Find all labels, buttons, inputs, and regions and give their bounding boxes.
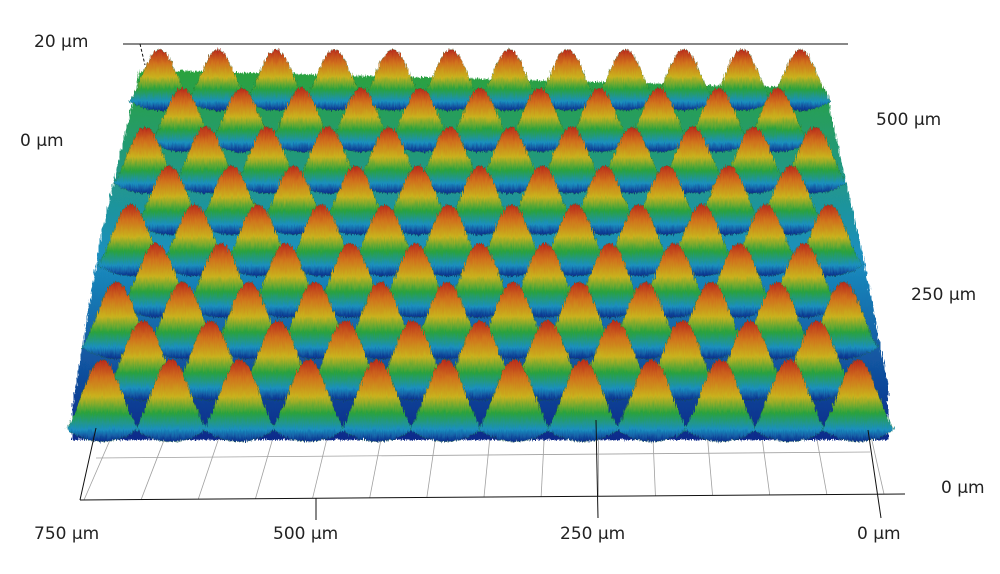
floor-grid-line [541,435,544,496]
floor-grid-line [707,434,712,496]
x-axis-label-0: 0 µm [857,524,901,544]
floor-grid-line [427,437,436,498]
z-axis-label-top: 20 µm [34,32,88,52]
floor-grid-line [653,434,656,495]
floor-grid-line [313,438,328,499]
x-axis-tick-0 [868,430,881,518]
y-axis-label-0: 0 µm [941,478,985,498]
x-axis-label-750: 750 µm [34,524,99,544]
floor-grid-line [870,432,884,494]
surface-mesh [66,49,893,441]
y-axis-label-500: 500 µm [876,110,941,130]
floor-grid-line [370,437,382,498]
floor-grid-line [84,440,110,500]
floor-grid [84,432,884,500]
x-axis-line [80,494,905,500]
z-axis-line [140,44,145,65]
floor-grid-line [96,452,870,458]
z-axis-label-zero: 0 µm [20,131,64,151]
floor-grid-line [761,433,769,495]
floor-grid-line [816,433,827,495]
floor-grid-line [255,438,272,498]
x-axis-label-250: 250 µm [560,524,625,544]
x-axis-label-500: 500 µm [273,524,338,544]
floor-grid-line [141,439,164,499]
floor-grid-line [484,436,490,497]
y-axis-label-250: 250 µm [911,285,976,305]
floor-grid-line [198,439,218,499]
